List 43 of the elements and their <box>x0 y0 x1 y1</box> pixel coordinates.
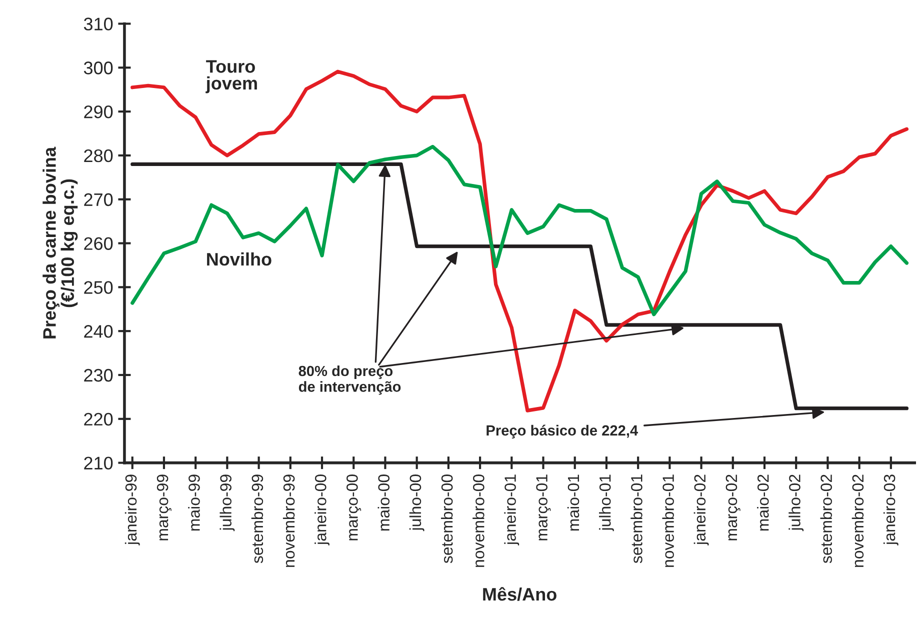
y-tick-label: 210 <box>84 456 113 470</box>
x-tick-label: julho-02 <box>788 474 804 532</box>
y-tick-label: 310 <box>84 18 113 30</box>
x-tick-label: março-02 <box>726 474 740 540</box>
x-tick-label: julho-00 <box>409 474 424 532</box>
x-tick-label: setembro-00 <box>440 474 453 564</box>
annotation: Preço básico de 222,4 <box>486 424 638 438</box>
y-tick-label: 280 <box>84 149 113 162</box>
series-label: Touro jovem <box>206 60 257 94</box>
x-tick-label: maio-00 <box>378 474 390 531</box>
x-tick-label: janeiro-01 <box>504 474 520 546</box>
y-tick-label: 290 <box>84 105 113 118</box>
series-label: Novilho <box>207 252 272 266</box>
x-tick-label: janeiro-99 <box>124 474 140 546</box>
x-tick-label: maio-01 <box>567 474 580 531</box>
x-tick-label: julho-99 <box>220 474 235 532</box>
x-tick-label: julho-01 <box>599 474 614 532</box>
y-tick-label: 220 <box>84 412 113 426</box>
y-tick-label: 300 <box>84 62 113 74</box>
x-tick-label: novembro-99 <box>282 474 295 567</box>
x-tick-label: novembro-02 <box>852 474 864 567</box>
x-tick-label: maio-02 <box>757 474 769 531</box>
y-tick-label: 240 <box>84 325 113 338</box>
x-tick-label: março-99 <box>156 474 172 540</box>
x-tick-label: março-00 <box>346 474 362 540</box>
x-tick-label: março-01 <box>536 474 551 540</box>
x-axis-title: Mês/Ano <box>483 587 556 601</box>
x-tick-label: janeiro-03 <box>883 474 898 546</box>
y-tick-label: 250 <box>84 281 113 294</box>
y-axis-title: Preço da carne bovina (€/100 kg eq.c.) <box>42 146 78 338</box>
line-series <box>130 144 909 316</box>
x-tick-label: janeiro-00 <box>314 474 330 546</box>
x-tick-label: setembro-02 <box>820 474 832 564</box>
y-tick-label: 270 <box>84 193 113 206</box>
y-tick-label: 260 <box>84 237 113 250</box>
annotation: 80% do preço de intervenção <box>298 365 401 395</box>
x-tick-label: setembro-01 <box>630 474 642 564</box>
y-tick-label: 230 <box>84 368 113 382</box>
x-tick-label: janeiro-02 <box>694 474 709 546</box>
x-tick-label: novembro-00 <box>472 474 484 567</box>
x-tick-label: novembro-01 <box>662 474 674 567</box>
x-tick-label: setembro-99 <box>251 474 264 564</box>
x-tick-label: maio-99 <box>188 474 200 531</box>
